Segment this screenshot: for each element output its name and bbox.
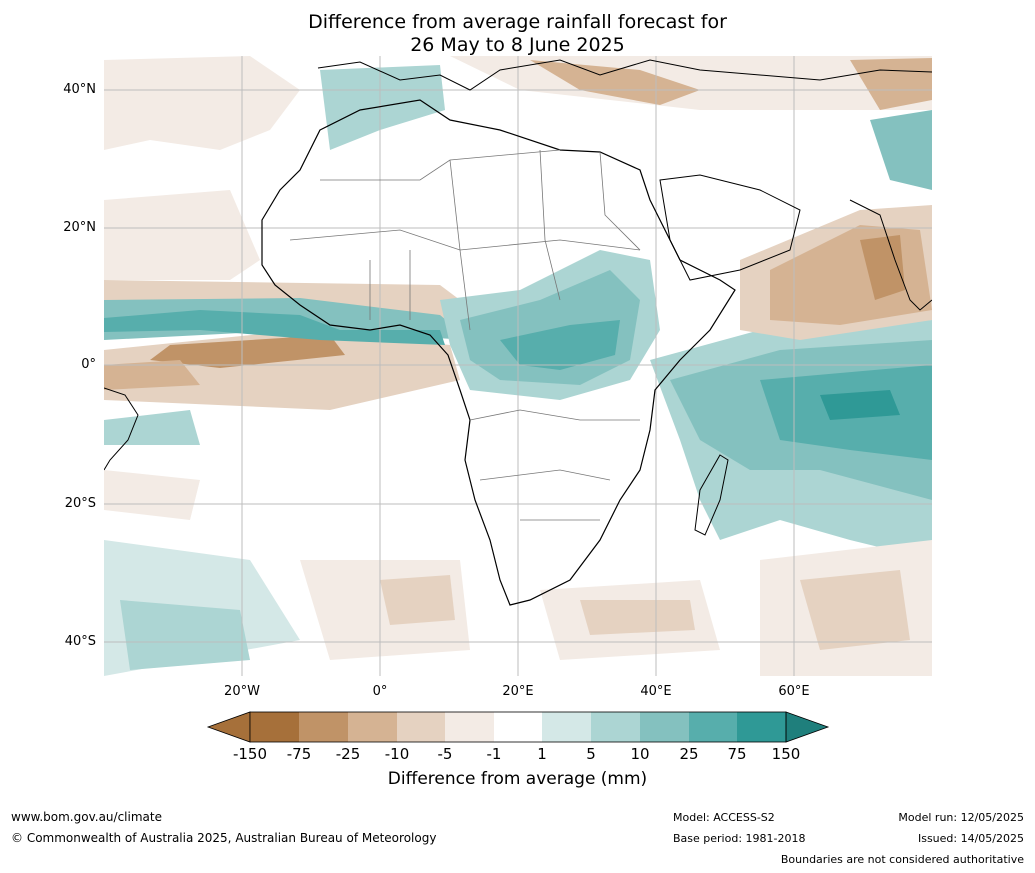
- lon-label-20w: 20°W: [224, 684, 260, 699]
- colorbar: [206, 711, 830, 743]
- colorbar-bin: [591, 712, 640, 742]
- colorbar-bin: [737, 712, 786, 742]
- country-borders: [289, 149, 641, 521]
- graticule: [104, 56, 932, 676]
- lat-label-20n: 20°N: [63, 220, 96, 235]
- colorbar-tick: -10: [384, 745, 410, 763]
- colorbar-tick: 150: [771, 745, 801, 763]
- footer-copyright: © Commonwealth of Australia 2025, Austra…: [11, 831, 437, 845]
- colorbar-label: Difference from average (mm): [387, 769, 648, 789]
- colorbar-tick: 75: [727, 745, 747, 763]
- colorbar-bin: [445, 712, 494, 742]
- lat-label-0: 0°: [81, 357, 96, 372]
- india-outline: [849, 199, 932, 311]
- lon-label-60e: 60°E: [778, 684, 810, 699]
- colorbar-bin: [397, 712, 445, 742]
- south-america-coast: [104, 387, 139, 471]
- colorbar-bin: [299, 712, 348, 742]
- colorbar-tick: -1: [486, 745, 502, 763]
- africa-coastline: [261, 99, 736, 606]
- colorbar-bin: [348, 712, 397, 742]
- anomaly-shading: [104, 56, 932, 676]
- colorbar-tick: 10: [630, 745, 650, 763]
- lon-label-40e: 40°E: [640, 684, 672, 699]
- colorbar-tick: 1: [537, 745, 547, 763]
- colorbar-bin: [542, 712, 591, 742]
- lat-label-20s: 20°S: [64, 496, 96, 511]
- footer-model: Model: ACCESS-S2: [673, 811, 775, 824]
- map-title-line-2: 26 May to 8 June 2025: [410, 34, 625, 56]
- colorbar-tick: 25: [679, 745, 699, 763]
- colorbar-bin: [250, 712, 299, 742]
- lon-label-20e: 20°E: [502, 684, 534, 699]
- colorbar-extend-high: [785, 711, 830, 743]
- lat-label-40n: 40°N: [63, 82, 96, 97]
- europe-outline: [317, 59, 932, 91]
- lat-label-40s: 40°S: [64, 634, 96, 649]
- footer-model-run: Model run: 12/05/2025: [898, 811, 1024, 824]
- colorbar-bin: [640, 712, 689, 742]
- lon-label-0: 0°: [372, 684, 388, 699]
- colorbar-tick: 5: [586, 745, 596, 763]
- madagascar-outline: [694, 454, 729, 536]
- footer-base-period: Base period: 1981-2018: [673, 832, 806, 845]
- footer-issued: Issued: 14/05/2025: [917, 832, 1024, 845]
- colorbar-tick: -5: [437, 745, 453, 763]
- colorbar-bin: [689, 712, 737, 742]
- footer-url[interactable]: www.bom.gov.au/climate: [11, 810, 162, 824]
- colorbar-tick: -25: [335, 745, 361, 763]
- footer-disclaimer: Boundaries are not considered authoritat…: [780, 853, 1024, 866]
- colorbar-tick: -75: [286, 745, 312, 763]
- arabian-peninsula-outline: [659, 174, 801, 281]
- colorbar-bin: [494, 712, 542, 742]
- colorbar-extend-low: [206, 711, 251, 743]
- map-title-line-1: Difference from average rainfall forecas…: [308, 11, 727, 33]
- colorbar-tick: -150: [232, 745, 268, 763]
